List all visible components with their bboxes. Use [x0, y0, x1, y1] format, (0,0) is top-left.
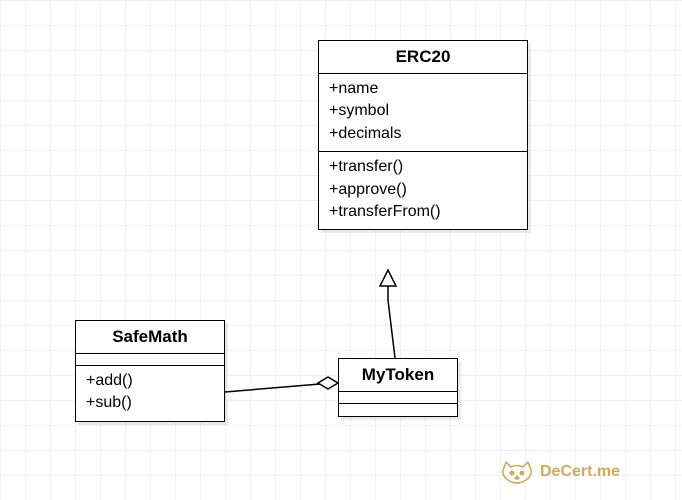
attr: +name	[329, 78, 517, 100]
class-methods-empty	[339, 404, 457, 416]
method: +approve()	[329, 179, 517, 201]
method: +add()	[86, 370, 214, 392]
class-erc20: ERC20 +name +symbol +decimals +transfer(…	[318, 40, 528, 230]
class-methods: +transfer() +approve() +transferFrom()	[319, 152, 527, 229]
class-title: SafeMath	[76, 321, 224, 354]
watermark: DeCert.me	[500, 458, 620, 486]
class-title: ERC20	[319, 41, 527, 74]
attr: +decimals	[329, 123, 517, 145]
class-mytoken: MyToken	[338, 358, 458, 417]
class-methods: +add() +sub()	[76, 366, 224, 421]
method: +transfer()	[329, 156, 517, 178]
class-safemath: SafeMath +add() +sub()	[75, 320, 225, 422]
class-attributes-empty	[339, 392, 457, 404]
class-attributes-empty	[76, 354, 224, 366]
class-title: MyToken	[339, 359, 457, 392]
class-attributes: +name +symbol +decimals	[319, 74, 527, 152]
raccoon-icon	[500, 458, 534, 486]
attr: +symbol	[329, 100, 517, 122]
method: +sub()	[86, 392, 214, 414]
method: +transferFrom()	[329, 201, 517, 223]
watermark-text: DeCert.me	[540, 463, 620, 481]
